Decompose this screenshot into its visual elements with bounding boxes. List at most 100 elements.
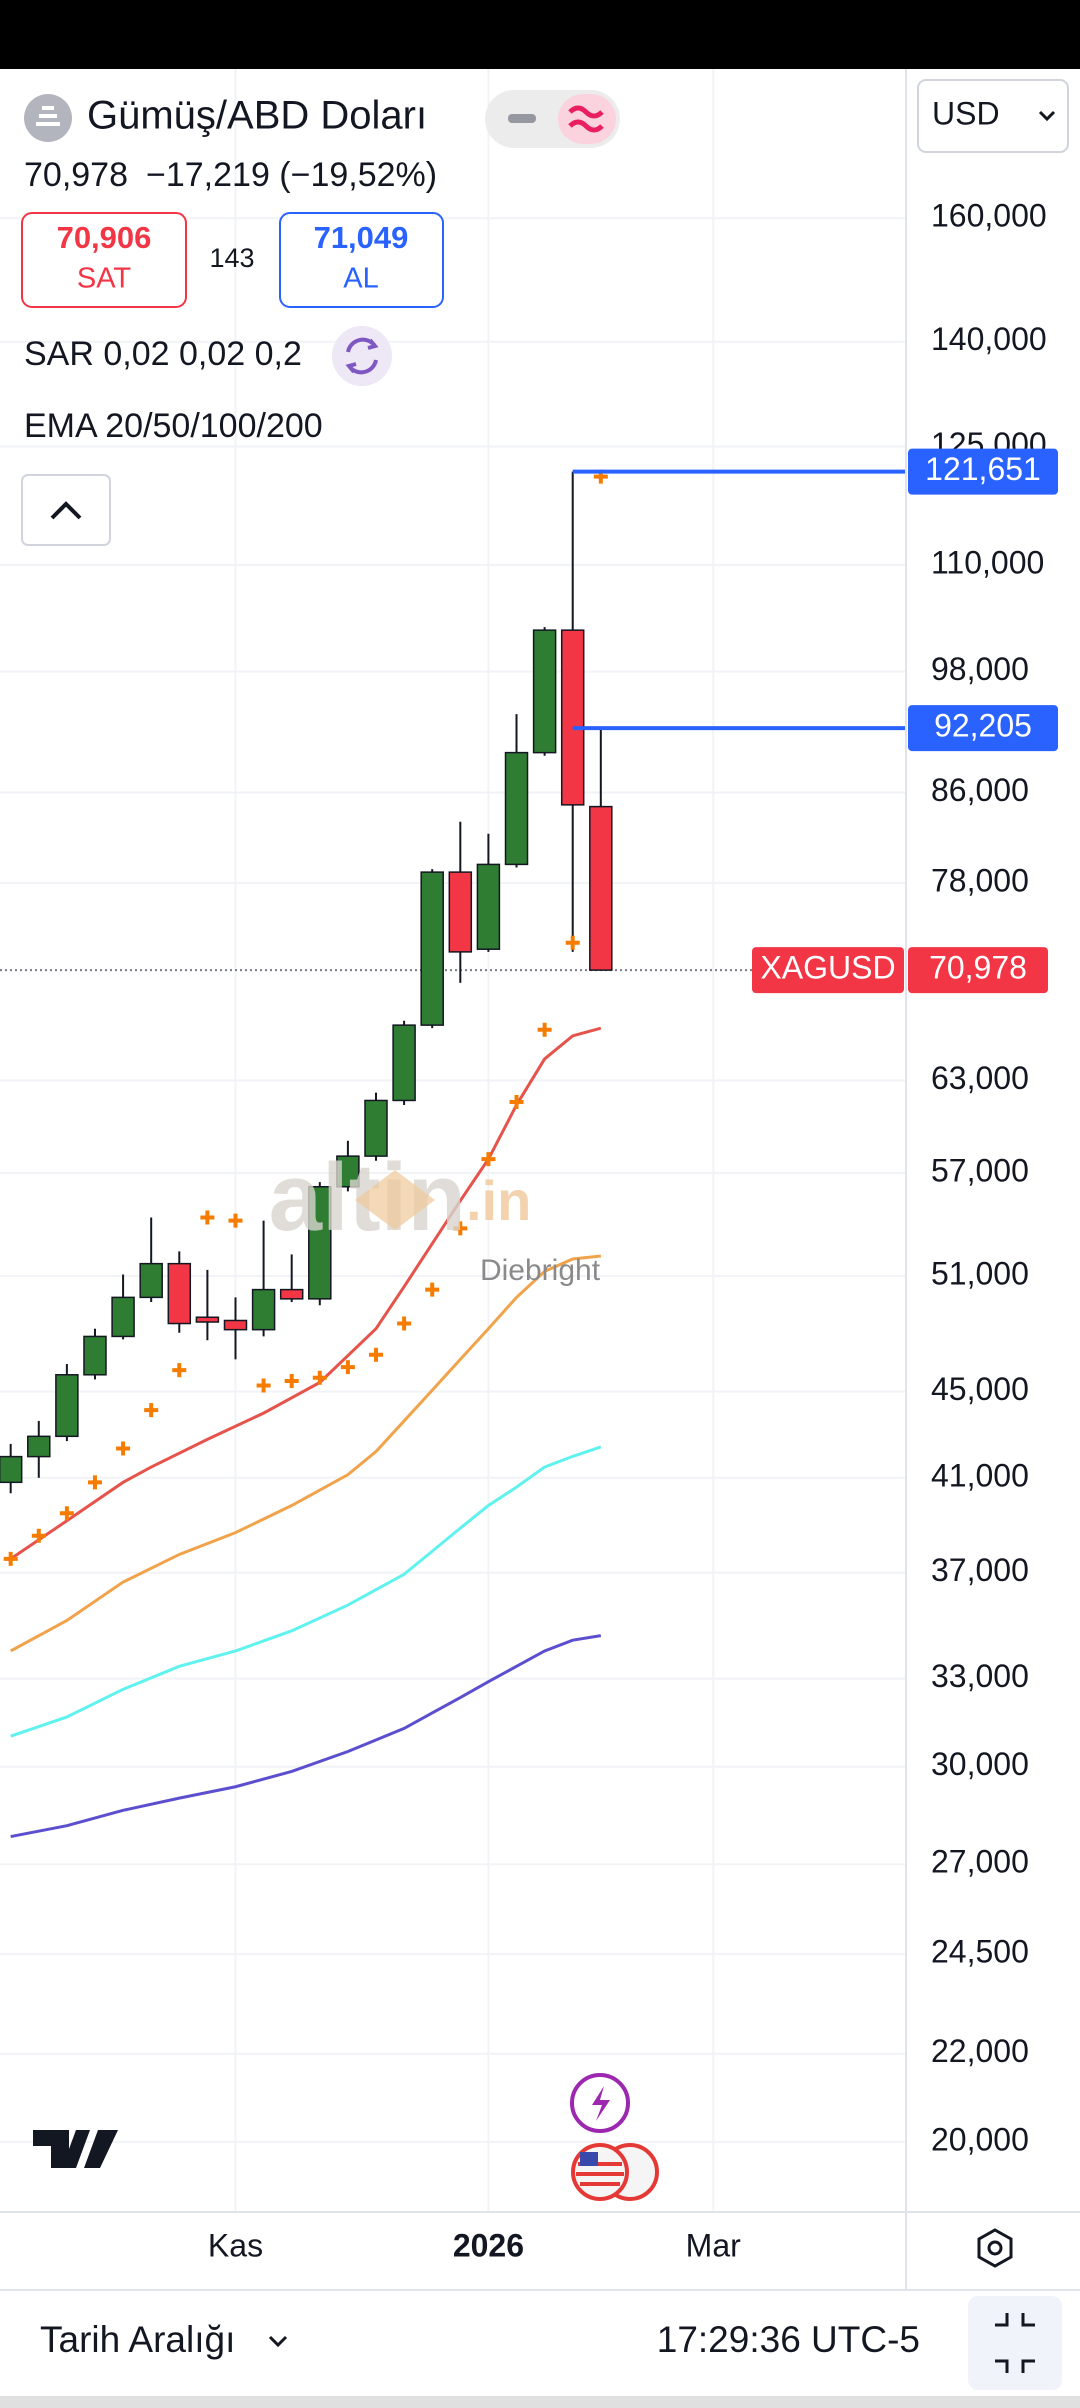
sar-dot [116, 1441, 131, 1456]
sell-label: SAT [77, 263, 132, 295]
candle-body [364, 1099, 388, 1157]
candle-body [167, 1262, 192, 1325]
y-tick-label: 37,000 [931, 1552, 1029, 1588]
fullscreen-button[interactable] [968, 2296, 1062, 2390]
settings-button[interactable] [977, 2228, 1013, 2268]
price-label-box [908, 448, 1058, 495]
y-tick-label: 98,000 [931, 651, 1029, 687]
candle-body [27, 1435, 51, 1458]
sync-icon [345, 337, 379, 375]
sar-dot [200, 1210, 215, 1225]
currency-label: USD [932, 95, 1000, 131]
sar-dot [369, 1347, 384, 1362]
candle-body [336, 1155, 360, 1188]
price-label: 121,651 [925, 451, 1041, 487]
candle-body [251, 1288, 276, 1331]
candle-body [83, 1335, 107, 1376]
date-range-button[interactable]: Tarih Aralığı [40, 2319, 235, 2360]
candle-body [392, 1024, 416, 1102]
sell-button[interactable] [21, 212, 187, 308]
tradingview-logo[interactable] [33, 2130, 118, 2168]
candle-body [308, 1185, 332, 1300]
chart-overlay: 121,651 92,205 XAGUSD 70,978 [572, 448, 1058, 994]
collapse-icon [50, 501, 82, 520]
clock[interactable]: 17:29:36 UTC-5 [657, 2319, 920, 2360]
price-line: 70,978 −17,219 (−19,52%) [24, 156, 437, 194]
sar-dot [509, 1094, 524, 1109]
indicator-ema[interactable]: EMA 20/50/100/200 [24, 407, 323, 445]
price-label: 92,205 [934, 708, 1032, 744]
watermark-logo [355, 1170, 435, 1230]
symbol-tag-box [752, 947, 904, 994]
settings-icon [987, 2240, 1003, 2256]
sar-dot [87, 1475, 102, 1490]
candle-body [223, 1319, 248, 1331]
candle-body [476, 863, 501, 950]
symbol-tag: XAGUSD [760, 950, 895, 986]
spread: 143 [209, 243, 254, 273]
sell-price: 70,906 [57, 220, 152, 255]
buy-price: 71,049 [314, 220, 409, 255]
sar-dot [340, 1360, 355, 1375]
candle-body [420, 871, 444, 1026]
nav-bar [0, 2396, 1080, 2408]
candle-body [589, 805, 613, 971]
y-tick-label: 24,500 [931, 1934, 1029, 1970]
candle-body [279, 1288, 304, 1300]
candle-body [111, 1296, 135, 1338]
buy-button[interactable] [279, 212, 444, 308]
sar-dot [397, 1316, 412, 1331]
y-tick-label: 160,000 [931, 198, 1047, 234]
date-range-chevron [268, 2335, 288, 2348]
last-price-box [908, 947, 1048, 994]
y-tick-label: 22,000 [931, 2033, 1029, 2069]
y-tick-label: 78,000 [931, 862, 1029, 898]
watermark-author: Diebright [480, 1254, 601, 1287]
sar-dot [3, 1551, 18, 1566]
y-tick-label: 110,000 [931, 544, 1044, 580]
price-change: −17,219 (−19,52%) [146, 156, 437, 194]
indicator-sar[interactable]: SAR 0,02 0,02 0,2 [24, 335, 302, 373]
candle-body [560, 629, 585, 806]
sar-dot [312, 1370, 327, 1385]
fullscreen-icon [995, 2313, 1035, 2373]
last-price: 70,978 [24, 156, 128, 194]
candle-body [532, 629, 557, 754]
symbol-title[interactable]: Gümüş/ABD Doları [87, 94, 427, 138]
y-tick-label: 45,000 [931, 1371, 1029, 1407]
y-tick-label: 140,000 [931, 321, 1047, 357]
sar-dot [284, 1374, 299, 1389]
sar-dot [59, 1506, 74, 1521]
symbol-icon-glyph [36, 106, 60, 126]
sar-dot [31, 1528, 46, 1543]
y-tick-label: 51,000 [931, 1255, 1029, 1291]
chart-area: 20,000 22,000 24,500 27,000 30,000 33,000 37,0… [0, 69, 1047, 2263]
last-price-label: 70,978 [929, 950, 1027, 986]
sar-dot [172, 1363, 187, 1378]
x-tick-label: Mar [686, 2227, 741, 2263]
flag-canton [580, 2152, 598, 2166]
ema-line [10, 1634, 602, 1839]
sync-button[interactable] [332, 326, 392, 386]
collapse-button[interactable] [21, 474, 111, 546]
buy-label: AL [343, 263, 378, 295]
x-tick-label: Kas [208, 2227, 263, 2263]
candle-body [139, 1262, 163, 1299]
sar-dot [453, 1221, 468, 1236]
y-tick-label: 30,000 [931, 1746, 1029, 1782]
sar-dot [481, 1152, 496, 1167]
sar-dot [144, 1403, 159, 1418]
sar-dot [537, 1022, 552, 1037]
ema-line [9, 1026, 602, 1561]
sar-dot [256, 1378, 271, 1393]
currency-select[interactable] [917, 79, 1069, 153]
watermark-brand-suffix: .in [466, 1169, 531, 1232]
y-tick-label: 33,000 [931, 1658, 1029, 1694]
candle-body [195, 1316, 220, 1323]
y-tick-label: 57,000 [931, 1152, 1029, 1188]
y-tick-label: 41,000 [931, 1457, 1029, 1493]
candle-body [0, 1455, 23, 1484]
